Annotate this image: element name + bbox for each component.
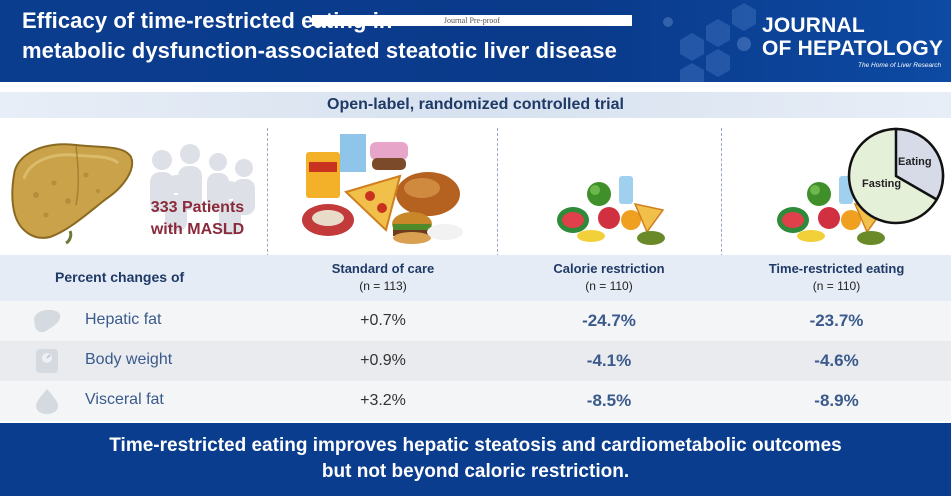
liver-icon (11, 143, 134, 245)
group-name: Time-restricted eating (768, 261, 905, 276)
journal-tagline: The Home of Liver Research (858, 62, 942, 69)
table-row-body-weight: Body weight +0.9% -4.1% -4.6% (0, 341, 951, 381)
trial-design-banner: Open-label, randomized controlled trial (0, 92, 951, 118)
conclusion-line-2: but not beyond caloric restriction. (321, 461, 630, 482)
junk-food-icon (302, 134, 463, 244)
value-cell: -23.7% (809, 311, 864, 330)
value-cell: +0.9% (360, 352, 406, 369)
healthy-food-icon (557, 176, 665, 245)
table-header-label: Percent changes of (55, 269, 185, 285)
pie-label-fasting: Fasting (862, 178, 902, 190)
table-row-visceral-fat: Visceral fat +3.2% -8.5% -8.9% (0, 381, 951, 421)
liver-icon (34, 309, 61, 333)
group-header-tre: Time-restricted eating (n = 110) (722, 255, 951, 295)
value-cell: -4.6% (814, 351, 859, 370)
metric-label: Hepatic fat (85, 311, 162, 328)
hexagon-pattern-icon (663, 3, 756, 82)
journal-logo-line-1: JOURNAL (762, 14, 865, 37)
journal-logo-line-2: OF HEPATOLOGY (762, 37, 944, 60)
preproof-watermark: Journal Pre-proof (312, 15, 632, 26)
value-cell: -4.1% (586, 351, 632, 370)
group-header-standard: Standard of care (n = 113) (268, 255, 498, 295)
scale-icon (36, 349, 58, 373)
value-cell: -8.5% (586, 391, 632, 410)
group-name: Standard of care (331, 261, 435, 276)
group-n: (n = 110) (812, 279, 861, 293)
group-n: (n = 113) (359, 279, 407, 293)
value-cell: +0.7% (360, 312, 406, 329)
metric-label: Body weight (85, 351, 173, 368)
eating-fasting-pie: Eating Fasting (846, 126, 946, 226)
group-header-calorie: Calorie restriction (n = 110) (498, 255, 720, 295)
title-line-2: metabolic dysfunction-associated steatot… (22, 38, 617, 63)
group-name: Calorie restriction (553, 261, 665, 276)
visceral-fat-icon (36, 389, 58, 414)
people-silhouette-icon (150, 144, 255, 235)
table-row-hepatic-fat: Hepatic fat +0.7% -24.7% -23.7% (0, 301, 951, 341)
patient-count-line-1: 333 Patients (150, 199, 245, 216)
value-cell: -24.7% (582, 311, 636, 330)
group-n: (n = 110) (585, 279, 633, 293)
value-cell: +3.2% (360, 392, 406, 409)
metric-label: Visceral fat (85, 391, 164, 408)
header-banner: Efficacy of time-restricted eating in me… (0, 0, 951, 82)
patient-count-line-2: with MASLD (150, 221, 245, 238)
conclusion-line-1: Time-restricted eating improves hepatic … (109, 435, 842, 456)
table-header-row: Percent changes of Standard of care (n =… (0, 255, 951, 301)
journal-logo: JOURNAL OF HEPATOLOGY (762, 14, 943, 60)
clock-pie-icon (847, 127, 945, 225)
pie-label-eating: Eating (898, 156, 932, 168)
value-cell: -8.9% (814, 391, 859, 410)
patient-count: 333 Patients with MASLD (145, 197, 250, 241)
conclusion-banner: Time-restricted eating improves hepatic … (0, 423, 951, 496)
